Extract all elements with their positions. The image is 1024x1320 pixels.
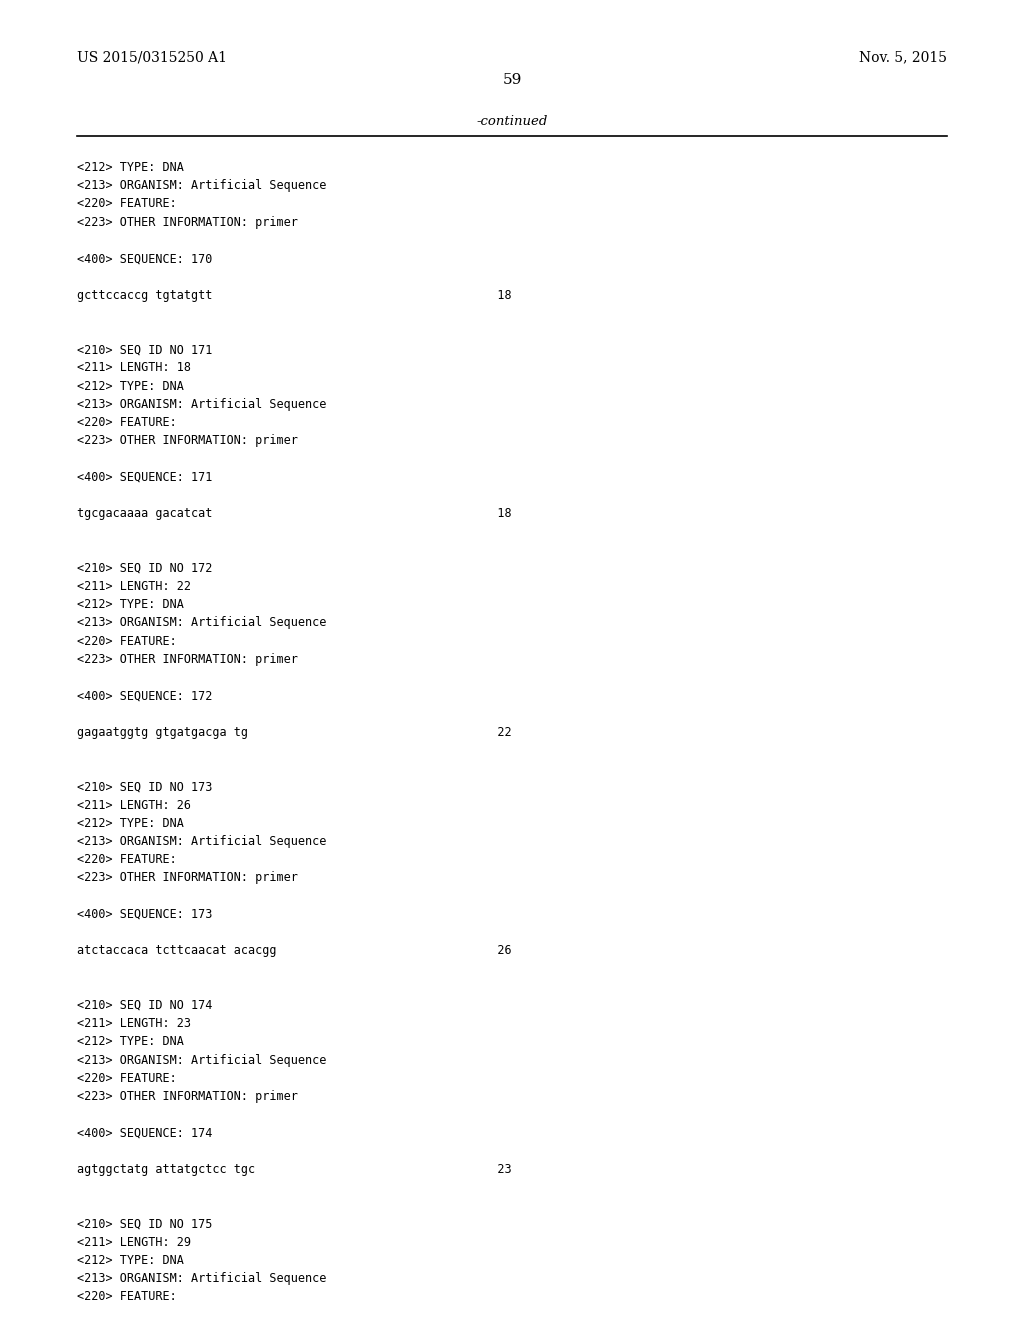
Text: <210> SEQ ID NO 175: <210> SEQ ID NO 175 [77,1217,212,1230]
Text: <213> ORGANISM: Artificial Sequence: <213> ORGANISM: Artificial Sequence [77,397,327,411]
Text: <211> LENGTH: 26: <211> LENGTH: 26 [77,799,190,812]
Text: <220> FEATURE:: <220> FEATURE: [77,1072,176,1085]
Text: <400> SEQUENCE: 172: <400> SEQUENCE: 172 [77,689,212,702]
Text: <212> TYPE: DNA: <212> TYPE: DNA [77,598,183,611]
Text: <223> OTHER INFORMATION: primer: <223> OTHER INFORMATION: primer [77,434,298,447]
Text: <223> OTHER INFORMATION: primer: <223> OTHER INFORMATION: primer [77,215,298,228]
Text: <210> SEQ ID NO 173: <210> SEQ ID NO 173 [77,780,212,793]
Text: <400> SEQUENCE: 173: <400> SEQUENCE: 173 [77,908,212,921]
Text: <400> SEQUENCE: 171: <400> SEQUENCE: 171 [77,471,212,483]
Text: agtggctatg attatgctcc tgc                                  23: agtggctatg attatgctcc tgc 23 [77,1163,511,1176]
Text: <212> TYPE: DNA: <212> TYPE: DNA [77,817,183,830]
Text: gcttccaccg tgtatgtt                                        18: gcttccaccg tgtatgtt 18 [77,289,511,301]
Text: <212> TYPE: DNA: <212> TYPE: DNA [77,1035,183,1048]
Text: <211> LENGTH: 29: <211> LENGTH: 29 [77,1236,190,1249]
Text: <400> SEQUENCE: 170: <400> SEQUENCE: 170 [77,252,212,265]
Text: <220> FEATURE:: <220> FEATURE: [77,198,176,210]
Text: <213> ORGANISM: Artificial Sequence: <213> ORGANISM: Artificial Sequence [77,1272,327,1286]
Text: <220> FEATURE:: <220> FEATURE: [77,853,176,866]
Text: <210> SEQ ID NO 172: <210> SEQ ID NO 172 [77,562,212,574]
Text: <220> FEATURE:: <220> FEATURE: [77,635,176,648]
Text: <400> SEQUENCE: 174: <400> SEQUENCE: 174 [77,1126,212,1139]
Text: <210> SEQ ID NO 174: <210> SEQ ID NO 174 [77,999,212,1012]
Text: <220> FEATURE:: <220> FEATURE: [77,416,176,429]
Text: <212> TYPE: DNA: <212> TYPE: DNA [77,1254,183,1267]
Text: <211> LENGTH: 23: <211> LENGTH: 23 [77,1018,190,1030]
Text: 59: 59 [503,73,521,87]
Text: <213> ORGANISM: Artificial Sequence: <213> ORGANISM: Artificial Sequence [77,836,327,847]
Text: <210> SEQ ID NO 171: <210> SEQ ID NO 171 [77,343,212,356]
Text: <213> ORGANISM: Artificial Sequence: <213> ORGANISM: Artificial Sequence [77,180,327,193]
Text: <223> OTHER INFORMATION: primer: <223> OTHER INFORMATION: primer [77,653,298,665]
Text: <211> LENGTH: 18: <211> LENGTH: 18 [77,362,190,375]
Text: -continued: -continued [476,115,548,128]
Text: <213> ORGANISM: Artificial Sequence: <213> ORGANISM: Artificial Sequence [77,616,327,630]
Text: tgcgacaaaa gacatcat                                        18: tgcgacaaaa gacatcat 18 [77,507,511,520]
Text: <212> TYPE: DNA: <212> TYPE: DNA [77,161,183,174]
Text: <220> FEATURE:: <220> FEATURE: [77,1291,176,1303]
Text: <212> TYPE: DNA: <212> TYPE: DNA [77,380,183,392]
Text: atctaccaca tcttcaacat acacgg                               26: atctaccaca tcttcaacat acacgg 26 [77,944,511,957]
Text: <223> OTHER INFORMATION: primer: <223> OTHER INFORMATION: primer [77,871,298,884]
Text: Nov. 5, 2015: Nov. 5, 2015 [859,50,947,65]
Text: gagaatggtg gtgatgacga tg                                   22: gagaatggtg gtgatgacga tg 22 [77,726,511,739]
Text: <211> LENGTH: 22: <211> LENGTH: 22 [77,579,190,593]
Text: US 2015/0315250 A1: US 2015/0315250 A1 [77,50,226,65]
Text: <213> ORGANISM: Artificial Sequence: <213> ORGANISM: Artificial Sequence [77,1053,327,1067]
Text: <223> OTHER INFORMATION: primer: <223> OTHER INFORMATION: primer [77,1090,298,1104]
